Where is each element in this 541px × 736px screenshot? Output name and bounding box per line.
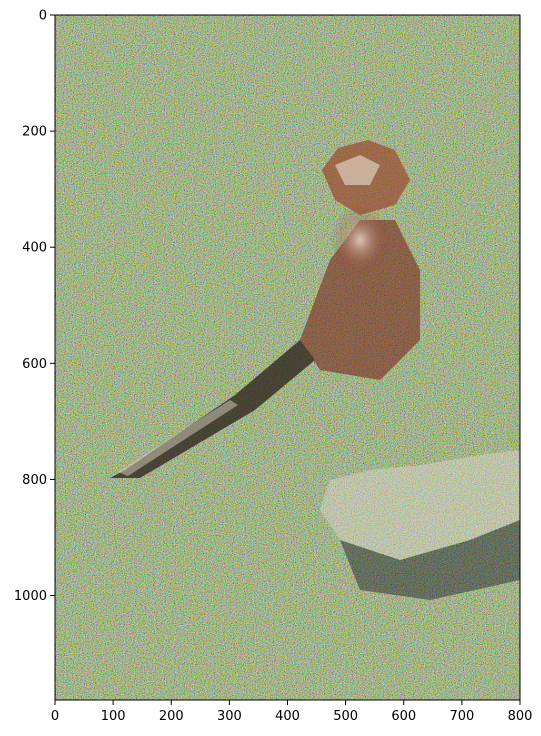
x-tick-label: 200 bbox=[159, 709, 184, 724]
rock-perch-shadow bbox=[340, 520, 520, 600]
bird-chest bbox=[330, 205, 390, 275]
y-tick-label: 800 bbox=[22, 473, 47, 488]
bird-tail-highlight bbox=[118, 400, 238, 476]
x-tick-label: 400 bbox=[275, 709, 300, 724]
bird-tail bbox=[110, 340, 315, 478]
x-tick-label: 800 bbox=[508, 709, 533, 724]
bird-body bbox=[300, 220, 420, 380]
y-axis: 0 200 400 600 800 1000 bbox=[14, 9, 55, 604]
x-tick-label: 500 bbox=[333, 709, 358, 724]
x-tick-label: 300 bbox=[217, 709, 242, 724]
bird-face bbox=[335, 155, 380, 185]
x-tick-label: 600 bbox=[391, 709, 416, 724]
y-tick-label: 1000 bbox=[14, 589, 47, 604]
x-tick-label: 100 bbox=[101, 709, 126, 724]
y-tick-label: 200 bbox=[22, 125, 47, 140]
x-tick-label: 0 bbox=[51, 709, 59, 724]
rock-perch bbox=[320, 450, 520, 560]
image-area bbox=[55, 15, 520, 700]
y-tick-label: 0 bbox=[39, 9, 47, 24]
bird-figure bbox=[110, 140, 420, 478]
y-tick-label: 600 bbox=[22, 357, 47, 372]
x-axis: 0 100 200 300 400 500 600 700 800 bbox=[51, 700, 533, 724]
x-tick-label: 700 bbox=[449, 709, 474, 724]
y-tick-label: 400 bbox=[22, 241, 47, 256]
